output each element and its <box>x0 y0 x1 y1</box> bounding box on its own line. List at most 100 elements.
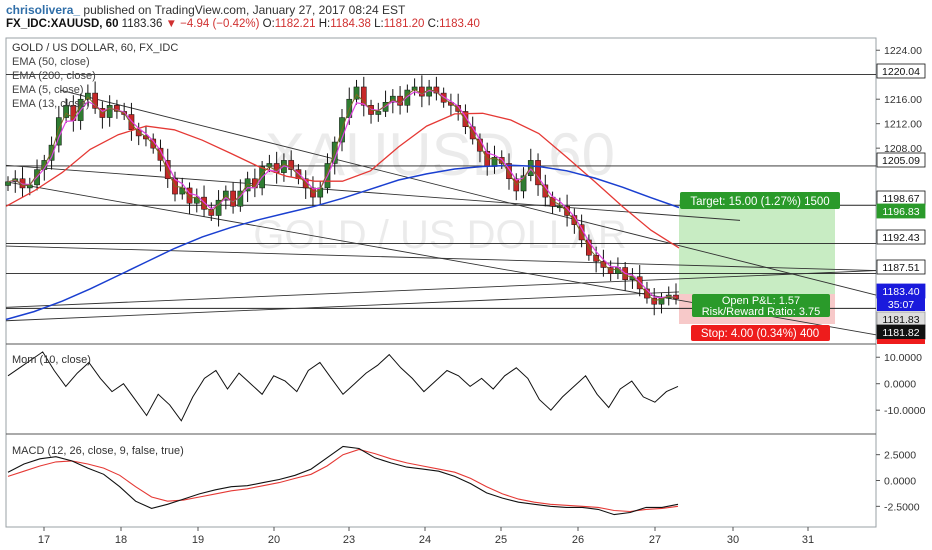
candle-body <box>128 114 135 131</box>
ohlc-open: 1182.21 <box>274 18 316 30</box>
x-tick-label: 23 <box>343 534 355 546</box>
candle-body <box>215 199 222 216</box>
mom-y-tick-label: -10.0000 <box>884 405 926 417</box>
ohlc-open-label: O: <box>262 18 275 30</box>
price-tag-label: 1198.67 <box>882 193 919 205</box>
macd-signal-line <box>7 448 679 513</box>
stop-tag[interactable] <box>691 325 830 341</box>
price-change: ▼ −4.94 (−0.42%) <box>165 18 260 30</box>
y-tick-label: 1208.00 <box>884 143 922 155</box>
candle-body <box>288 160 295 170</box>
symbol-line: FX_IDC:XAUUSD, 60 1183.36 ▼ −4.94 (−0.42… <box>6 18 480 30</box>
x-tick-label: 18 <box>115 534 127 546</box>
price-tag-label: 1187.51 <box>882 262 919 274</box>
macd-y-tick-label: 2.5000 <box>884 450 916 462</box>
candle-body <box>462 111 469 127</box>
x-tick-label: 17 <box>38 534 50 546</box>
candle-body <box>114 105 120 112</box>
last-price: 1183.36 <box>121 18 163 30</box>
price-tag-label: 1181.82 <box>882 327 919 339</box>
x-tick-label: 30 <box>727 534 739 546</box>
price-tag <box>876 203 926 219</box>
y-tick-label: 1216.00 <box>884 94 922 106</box>
ohlc-close-label: C: <box>427 18 440 30</box>
watermark-symbol: XAUUSD, 60 <box>265 121 615 188</box>
x-tick-label: 20 <box>268 534 280 546</box>
publish-info: published on TradingView.com, January 27… <box>83 3 406 17</box>
mom-y-tick-label: 0.0000 <box>884 379 916 391</box>
x-tick-label: 26 <box>572 534 584 546</box>
trend-line <box>5 291 680 322</box>
trend-line <box>5 270 877 308</box>
candle-body <box>135 129 142 137</box>
candle-body <box>433 86 440 94</box>
legend-ema13: EMA (13, close) <box>12 98 90 110</box>
ohlc-close: 1183.40 <box>439 18 480 30</box>
candle-body <box>440 92 447 103</box>
macd-y-tick-label: -2.5000 <box>884 501 920 513</box>
candle-body <box>266 163 273 167</box>
candle-body <box>448 102 454 106</box>
y-tick-label: 1212.00 <box>884 119 922 131</box>
candle-body <box>106 105 113 118</box>
x-tick-label: 31 <box>802 534 814 546</box>
candle-body <box>186 187 193 204</box>
ema13-line <box>7 89 677 299</box>
candle-body <box>535 160 541 186</box>
candle-body <box>360 86 367 106</box>
momentum-line <box>7 351 679 422</box>
countdown-tag <box>877 298 925 311</box>
trend-line <box>59 89 877 296</box>
macd-y-tick-label: 0.0000 <box>884 476 916 488</box>
candle-body <box>353 86 360 100</box>
macd-line <box>7 445 679 516</box>
candle-body <box>143 135 149 140</box>
candle-body <box>593 255 599 262</box>
x-tick-label: 19 <box>192 534 204 546</box>
y-tick-label: 1224.00 <box>884 45 922 57</box>
ema50-line <box>5 112 680 249</box>
ohlc-low: 1181.20 <box>383 18 425 30</box>
target-zone <box>679 200 835 294</box>
price-tag-label: 1183.40 <box>882 286 919 298</box>
ema5-line <box>7 88 677 302</box>
ohlc-high-label: H: <box>318 18 331 30</box>
stop-price-tag <box>877 339 925 344</box>
legend-ema5: EMA (5, close) <box>12 84 84 96</box>
price-tag-label: 1220.04 <box>882 66 920 78</box>
macd-series <box>7 445 679 516</box>
ohlc-low-label: L: <box>374 18 384 30</box>
pnl-tag[interactable] <box>692 294 830 317</box>
candle-body <box>375 111 382 115</box>
candle-body <box>179 187 186 195</box>
target-label: Target: 15.00 (1.27%) 1500 <box>690 196 829 208</box>
moving-averages <box>5 88 680 321</box>
rr-label: Risk/Reward Ratio: 3.75 <box>702 306 821 318</box>
stop-label: Stop: 4.00 (0.34%) 400 <box>701 328 819 340</box>
candle-body <box>230 190 236 207</box>
author-link[interactable]: chrisolivera_ <box>6 3 81 17</box>
candle-body <box>419 86 425 97</box>
legend-ema50: EMA (50, close) <box>12 56 90 68</box>
price-tag-label: 1205.09 <box>882 155 920 167</box>
price-tag-label: 1196.83 <box>882 206 919 218</box>
price-tag <box>876 259 926 275</box>
candles <box>5 75 679 316</box>
mom-legend: Mom (10, close) <box>12 354 91 366</box>
macd-legend: MACD (12, 26, close, 9, false, true) <box>12 445 184 457</box>
price-tag <box>876 63 926 79</box>
trend-line <box>5 245 877 272</box>
momentum-series <box>7 351 679 422</box>
trend-line <box>5 164 741 221</box>
candle-body <box>527 160 534 176</box>
candle-body <box>63 105 69 118</box>
countdown-label: 35:07 <box>888 299 914 311</box>
candle-body <box>5 181 11 186</box>
ohlc-high: 1184.38 <box>330 18 371 30</box>
chart-header: chrisolivera_ published on TradingView.c… <box>0 0 932 34</box>
legend-ema200: EMA (200, close) <box>12 70 96 82</box>
target-tag[interactable] <box>680 192 840 209</box>
price-tag <box>876 152 926 168</box>
